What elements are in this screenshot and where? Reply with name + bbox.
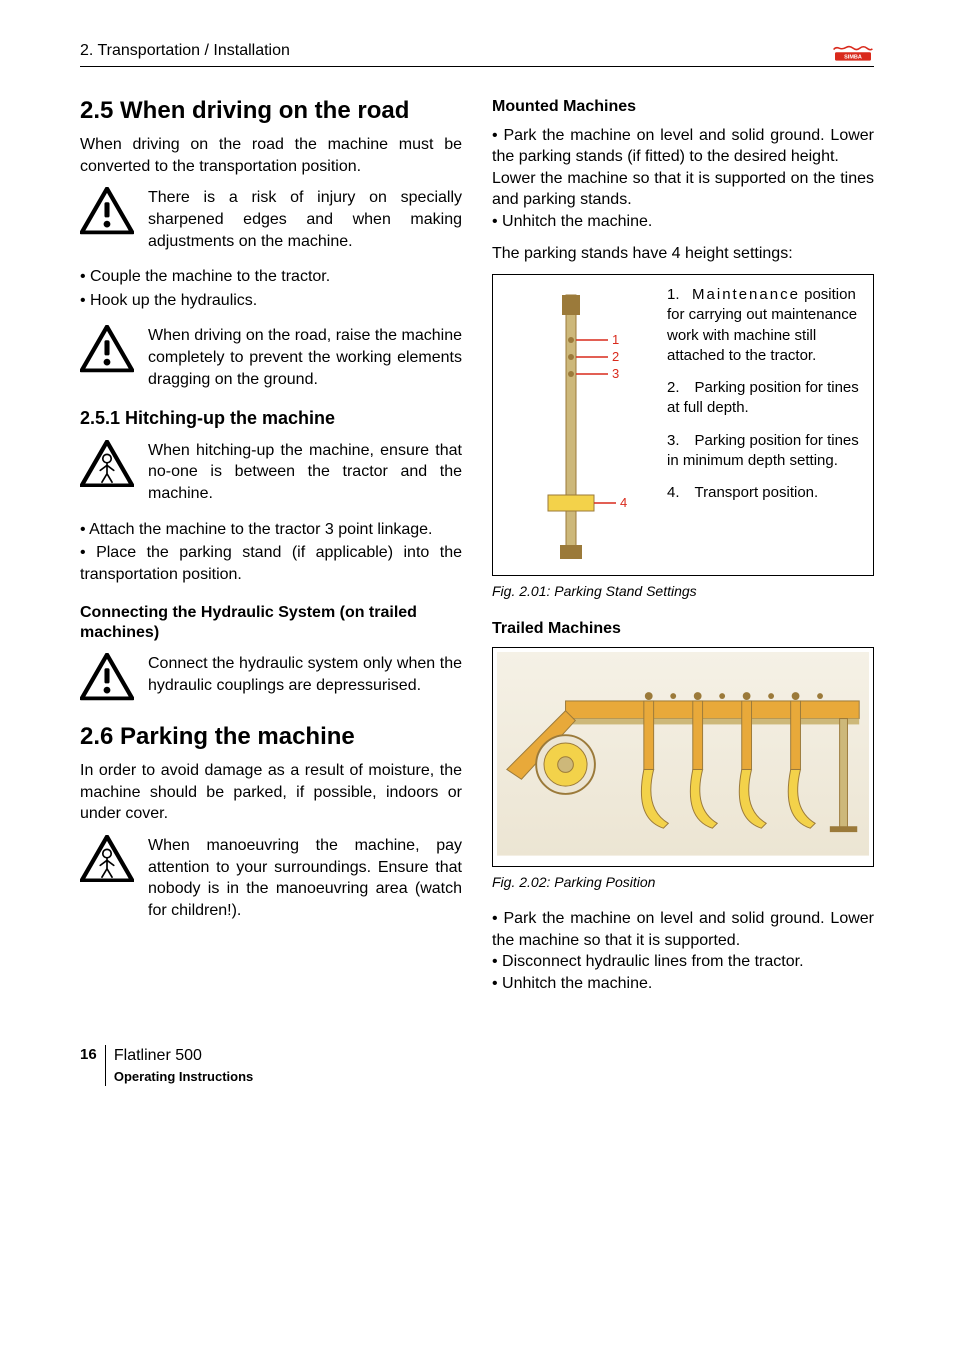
warning-text: When hitching-up the machine, ensure tha… [148, 440, 462, 505]
right-column: Mounted Machines • Park the machine on l… [492, 97, 874, 1005]
parking-stand-diagram: 1 2 3 4 [503, 285, 653, 565]
page-number: 16 [80, 1045, 97, 1065]
text-2-6-intro: In order to avoid damage as a result of … [80, 760, 462, 825]
heading-2-5-1: 2.5.1 Hitching-up the machine [80, 408, 462, 430]
warning-person-icon [80, 835, 134, 882]
bullet-item: • Couple the machine to the tractor. [80, 266, 462, 288]
warning-icon [80, 325, 134, 372]
fig-item-2: 2. Parking position for tines at full de… [667, 378, 863, 419]
footer-model: Flatliner 500 [114, 1045, 253, 1067]
heading-mounted: Mounted Machines [492, 97, 874, 117]
figure-2-01-caption: Fig. 2.01: Parking Stand Settings [492, 582, 874, 601]
bullet-list-attach: • Attach the machine to the tractor 3 po… [80, 519, 462, 586]
warning-person-icon [80, 440, 134, 487]
footer-subtitle: Operating Instructions [114, 1068, 253, 1086]
svg-text:1: 1 [612, 332, 619, 347]
text-mounted-2: Lower the machine so that it is supporte… [492, 168, 874, 211]
warning-manoeuvring: When manoeuvring the machine, pay attent… [80, 835, 462, 921]
header-section: 2. Transportation / Installation [80, 40, 290, 62]
warning-text: When manoeuvring the machine, pay attent… [148, 835, 462, 921]
figure-2-02 [492, 647, 874, 867]
warning-hydraulic: Connect the hydraulic system only when t… [80, 653, 462, 700]
bullet-item: • Attach the machine to the tractor 3 po… [80, 519, 462, 541]
bullet-list-couple: • Couple the machine to the tractor. • H… [80, 266, 462, 311]
content-columns: 2.5 When driving on the road When drivin… [80, 97, 874, 1005]
warning-hitching: When hitching-up the machine, ensure tha… [80, 440, 462, 505]
page-header: 2. Transportation / Installation SIMBA [80, 40, 874, 67]
brand-logo: SIMBA [832, 44, 874, 62]
heading-2-5: 2.5 When driving on the road [80, 97, 462, 125]
figure-2-01: 1 2 3 4 1. Maintenance position for carr… [492, 274, 874, 576]
warning-raise-machine: When driving on the road, raise the mach… [80, 325, 462, 390]
bullet-item: • Hook up the hydraulics. [80, 290, 462, 312]
warning-text: There is a risk of injury on specially s… [148, 187, 462, 252]
heading-hydraulic: Connecting the Hydraulic System (on trai… [80, 603, 462, 643]
bullet-item: • Place the parking stand (if applicable… [80, 542, 462, 585]
parking-position-illustration [497, 652, 869, 856]
warning-text: Connect the hydraulic system only when t… [148, 653, 462, 696]
warning-text: When driving on the road, raise the mach… [148, 325, 462, 390]
svg-text:2: 2 [612, 349, 619, 364]
text-mounted-3: • Unhitch the machine. [492, 211, 874, 233]
warning-icon [80, 653, 134, 700]
figure-2-02-caption: Fig. 2.02: Parking Position [492, 873, 874, 892]
text-mounted-1: • Park the machine on level and solid gr… [492, 125, 874, 168]
trailed-bullet-2: • Disconnect hydraulic lines from the tr… [492, 951, 874, 973]
text-2-5-intro: When driving on the road the machine mus… [80, 134, 462, 177]
svg-text:3: 3 [612, 366, 619, 381]
fig-item-3: 3. Parking position for tines in minimum… [667, 431, 863, 472]
trailed-bullet-1: • Park the machine on level and solid gr… [492, 908, 874, 951]
fig-item-1: 1. Maintenance position for carrying out… [667, 285, 863, 366]
svg-text:SIMBA: SIMBA [844, 54, 862, 60]
warning-sharp-edges: There is a risk of injury on specially s… [80, 187, 462, 252]
heading-2-6: 2.6 Parking the machine [80, 723, 462, 751]
heading-trailed: Trailed Machines [492, 619, 874, 639]
fig-item-4: 4. Transport position. [667, 483, 863, 503]
svg-text:4: 4 [620, 495, 627, 510]
trailed-bullet-3: • Unhitch the machine. [492, 973, 874, 995]
page-footer: 16 Flatliner 500 Operating Instructions [80, 1045, 874, 1088]
text-mounted-4: The parking stands have 4 height setting… [492, 243, 874, 265]
figure-2-01-text: 1. Maintenance position for carrying out… [667, 285, 863, 565]
warning-icon [80, 187, 134, 234]
left-column: 2.5 When driving on the road When drivin… [80, 97, 462, 1005]
